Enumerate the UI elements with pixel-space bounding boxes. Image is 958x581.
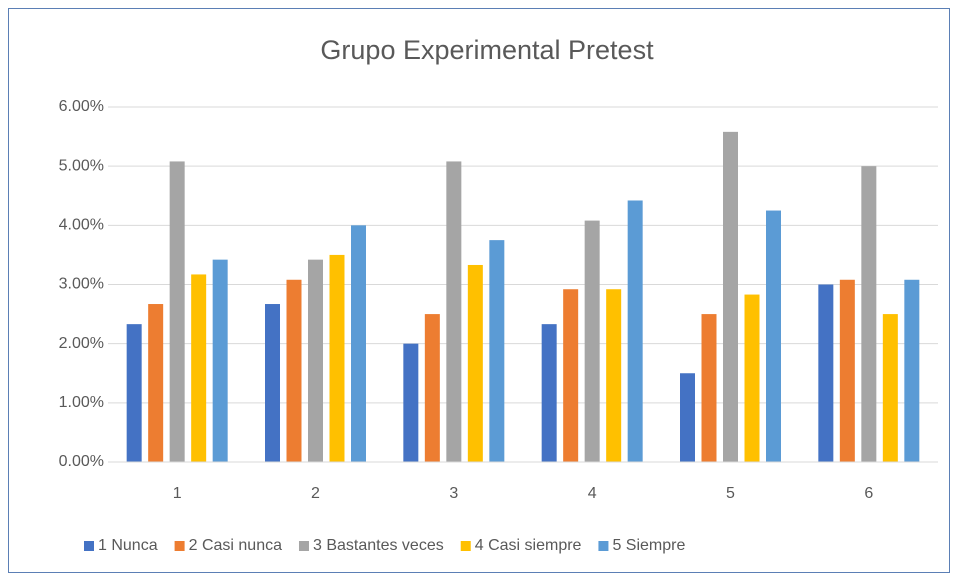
legend-swatch [298,541,309,551]
bar [467,264,483,462]
y-tick-label: 3.00% [59,276,104,293]
bar [148,304,164,462]
y-tick-label: 2.00% [59,335,104,352]
bar [329,254,345,462]
bar [701,314,717,462]
bar [308,259,323,462]
x-tick-label: 4 [588,485,597,502]
bar [606,289,622,462]
y-tick-label: 4.00% [59,217,104,234]
legend-label: 5 Siempre [612,537,685,554]
bar [904,279,920,462]
legend-label: 2 Casi nunca [189,537,282,554]
bar [489,240,505,462]
bar [403,343,419,462]
y-tick-label: 0.00% [59,453,104,470]
bar [212,259,228,462]
bar [882,314,898,462]
y-tick-label: 1.00% [59,394,104,411]
legend-swatch [174,541,185,551]
x-tick-label: 1 [173,485,182,502]
bar [126,324,142,462]
bar [723,131,738,462]
bar [839,279,855,462]
bar [446,161,462,462]
y-tick-label: 5.00% [59,157,104,174]
legend-label: 1 Nunca [98,537,158,554]
bar [584,220,600,462]
x-tick-label: 3 [449,485,458,502]
x-tick-label: 2 [311,485,320,502]
y-tick-label: 6.00% [59,98,104,115]
bar [351,225,366,462]
bar [191,274,207,462]
bar [286,279,302,462]
bar [424,314,440,462]
x-tick-label: 5 [726,485,735,502]
bar [818,284,834,462]
bar [265,304,280,462]
legend-label: 4 Casi siempre [475,537,582,554]
bar [563,289,579,462]
bar [541,324,557,462]
legend-swatch [460,541,471,551]
bar [861,166,877,462]
bar [766,210,781,462]
bar [744,294,760,462]
chart-title: Grupo Experimental Pretest [320,35,654,65]
bar [680,373,695,462]
legend-swatch [598,541,609,551]
legend-swatch [84,541,94,551]
bar [627,200,643,462]
bar [169,161,185,462]
legend-label: 3 Bastantes veces [313,537,444,554]
x-tick-label: 6 [864,485,873,502]
